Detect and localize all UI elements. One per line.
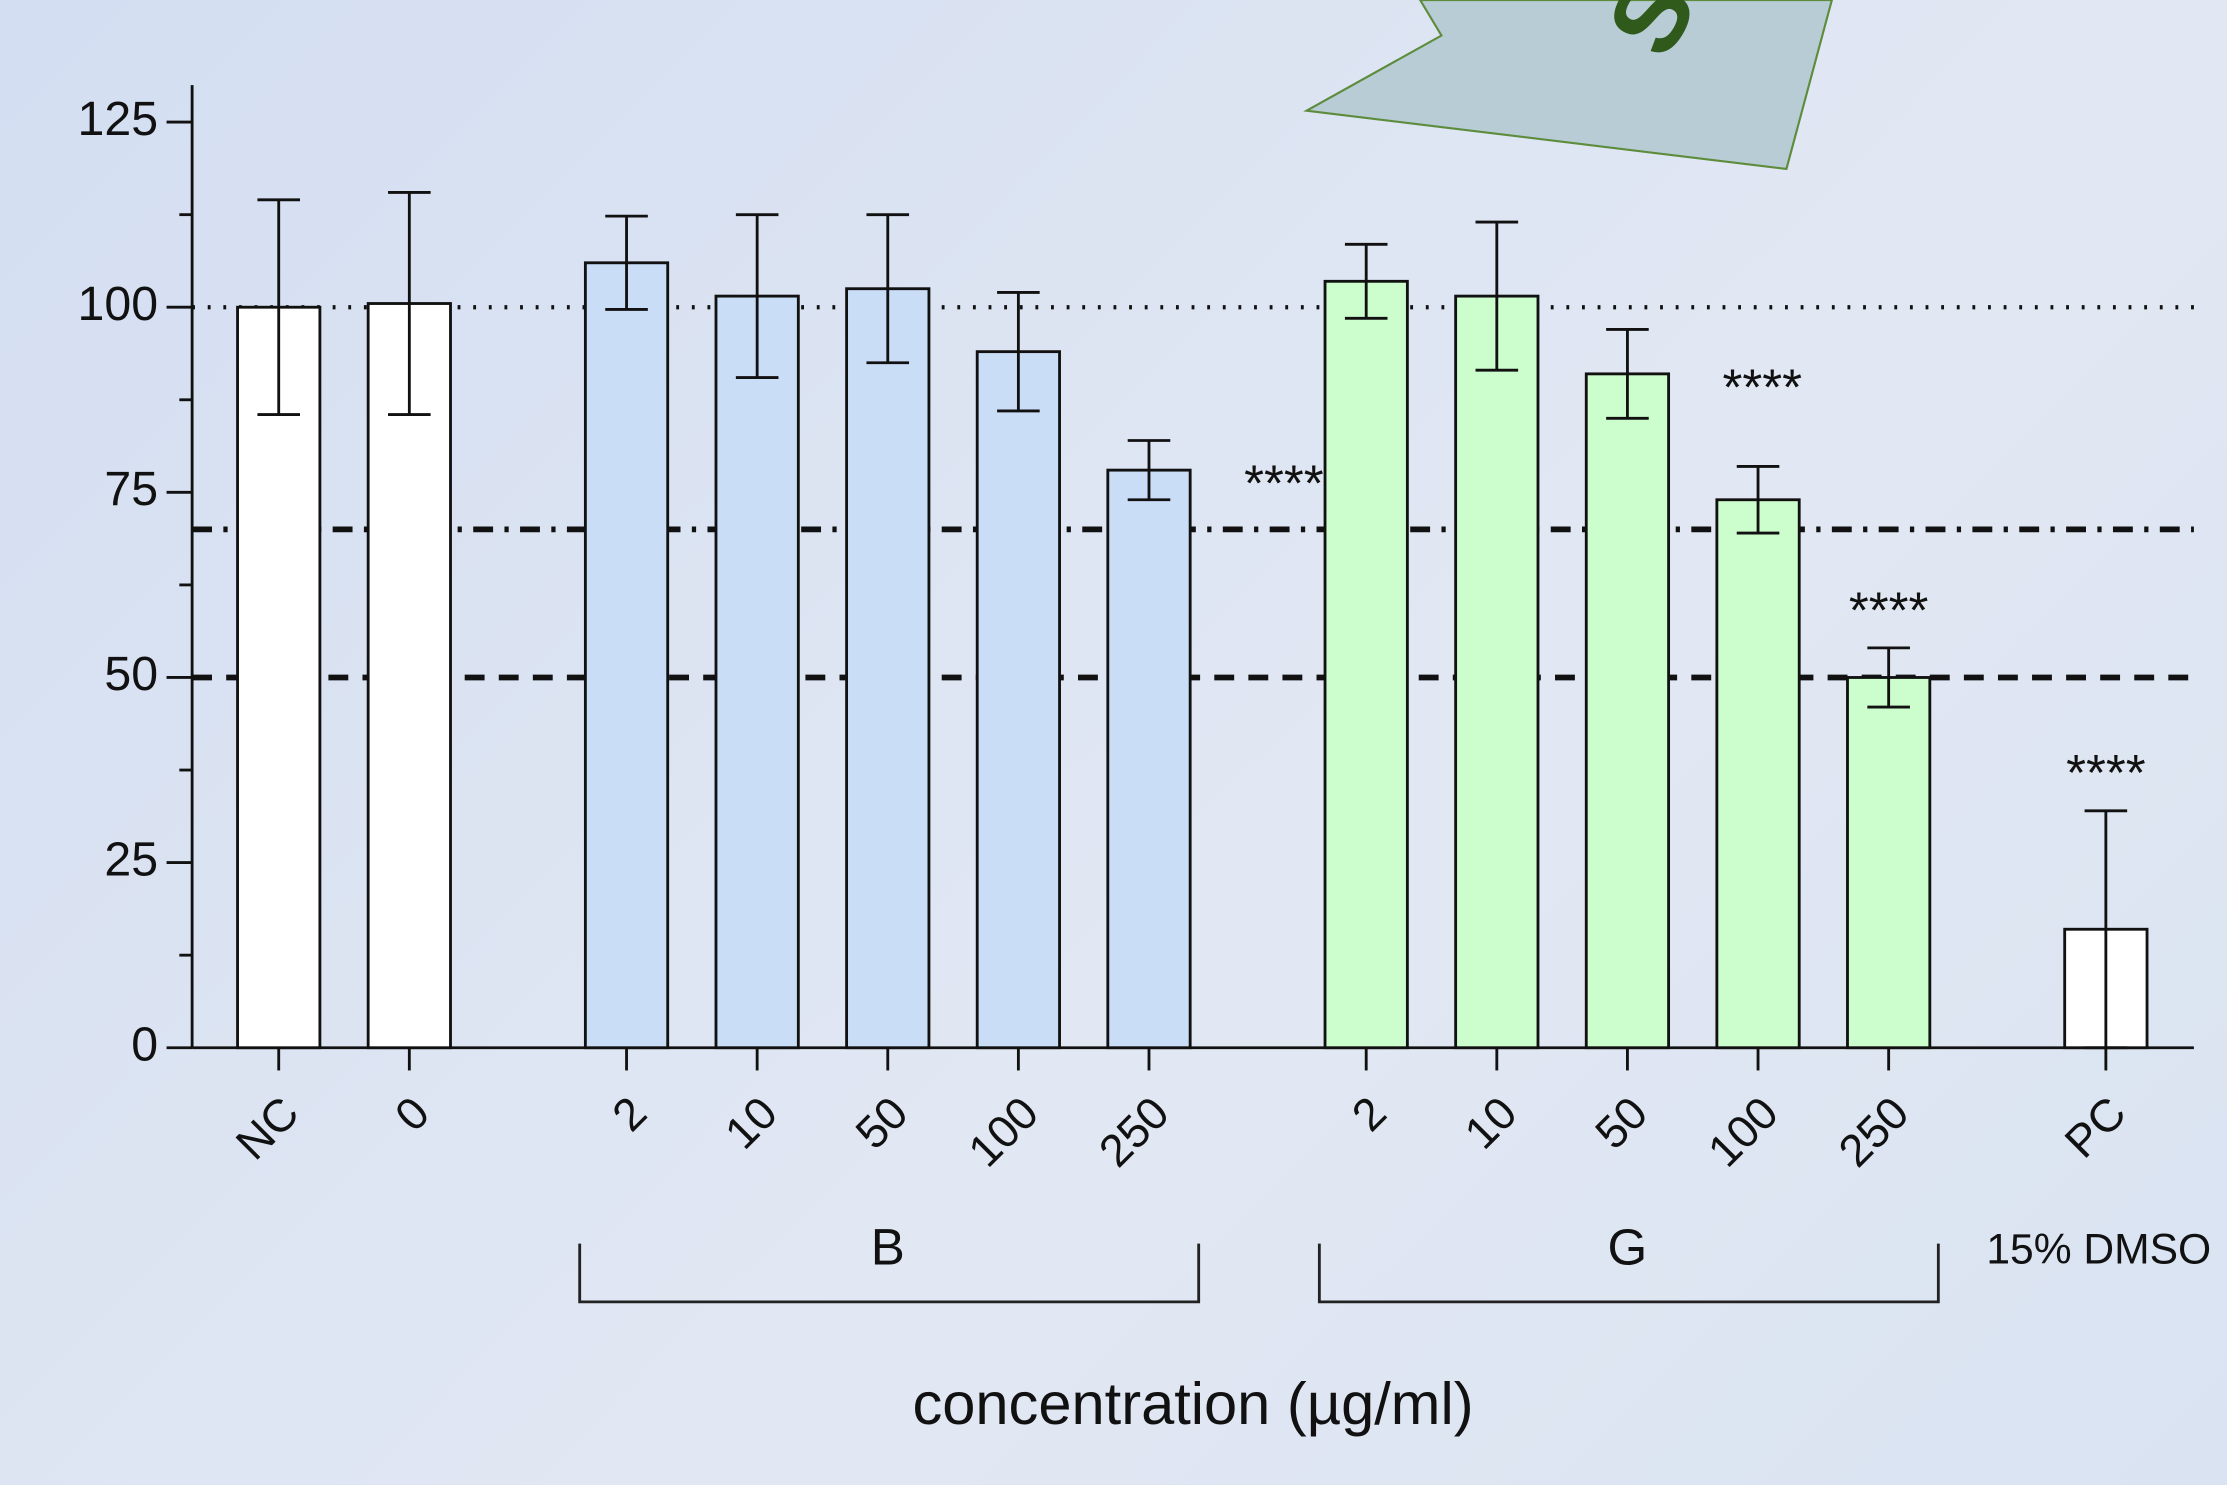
significance-label: **** — [1849, 581, 1929, 638]
group-label: G — [1608, 1218, 1648, 1275]
x-tick-label: 10 — [1455, 1087, 1527, 1159]
x-tick-label: 250 — [1089, 1087, 1179, 1177]
bar — [847, 289, 929, 1048]
bar — [1586, 374, 1668, 1048]
x-tick-label: 250 — [1829, 1087, 1919, 1177]
significance-label: **** — [1244, 455, 1324, 512]
significance-label: **** — [2066, 744, 2146, 801]
x-tick-label: 100 — [958, 1087, 1048, 1177]
x-tick-label: 2 — [602, 1087, 656, 1141]
x-axis-title: concentration (µg/ml) — [912, 1370, 1473, 1437]
x-tick-label: 2 — [1342, 1087, 1396, 1141]
y-tick-label: 0 — [131, 1017, 158, 1071]
bar — [238, 307, 320, 1048]
y-tick-label: 125 — [78, 92, 159, 146]
y-tick-label: 25 — [104, 832, 158, 886]
bar — [1108, 470, 1190, 1048]
x-tick-label: 10 — [715, 1087, 787, 1159]
x-tick-label: 100 — [1698, 1087, 1788, 1177]
bar — [1847, 677, 1929, 1047]
group-label: B — [871, 1218, 905, 1275]
x-tick-label: 50 — [1585, 1087, 1657, 1159]
bar — [585, 263, 667, 1048]
x-tick-label: 50 — [846, 1087, 918, 1159]
bar — [977, 352, 1059, 1048]
y-tick-label: 50 — [104, 647, 158, 701]
y-tick-label: 100 — [78, 277, 159, 331]
x-tick-label: PC — [2055, 1087, 2136, 1168]
bar — [1456, 296, 1538, 1048]
group-label: 15% DMSO — [1986, 1225, 2211, 1273]
page: S concentration (µg/ml) 0255075100125NC0… — [0, 0, 2227, 1485]
x-tick-label: 0 — [385, 1087, 439, 1141]
x-tick-label: NC — [226, 1087, 308, 1169]
bar — [1325, 281, 1407, 1047]
bar — [716, 296, 798, 1048]
chart: S concentration (µg/ml) 0255075100125NC0… — [0, 0, 2227, 1485]
decoration-arrow — [1307, 0, 1832, 169]
bar — [1717, 500, 1799, 1048]
y-tick-label: 75 — [104, 462, 158, 516]
significance-label: **** — [1723, 358, 1803, 415]
